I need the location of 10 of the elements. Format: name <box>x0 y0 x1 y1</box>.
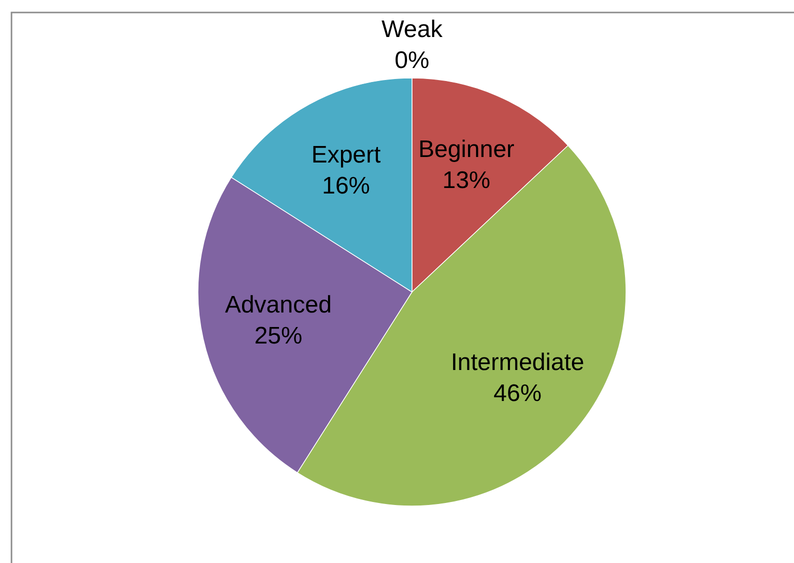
data-label: 13% <box>442 167 490 194</box>
category-label: Weak <box>382 16 442 44</box>
slice-label: Expert <box>311 142 382 169</box>
text: 0% <box>394 47 430 74</box>
slice-label: Intermediate <box>450 349 584 376</box>
slice-label: Beginner <box>418 136 514 164</box>
data-label: 46% <box>494 380 542 408</box>
slice-label: Advanced <box>224 292 332 319</box>
data-label: 16% <box>322 172 370 200</box>
data-label: 25% <box>254 322 302 350</box>
